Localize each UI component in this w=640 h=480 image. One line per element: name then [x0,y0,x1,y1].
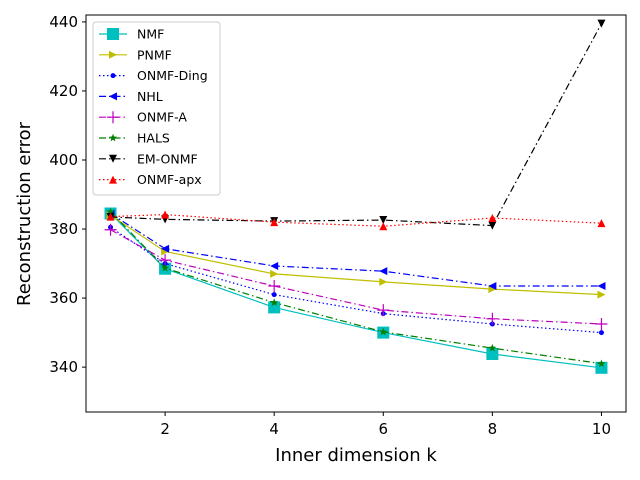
x-tick-label: 8 [488,420,498,438]
legend-marker-pnmf [109,50,117,59]
legend-marker-onmf-a [107,111,119,124]
x-tick-label: 6 [378,420,388,438]
data-point-hals [161,263,170,272]
series-line-onmf-apx [110,213,602,227]
y-tick-label: 340 [49,358,78,376]
data-point-nmf [486,348,499,361]
data-point-onmf-a [486,312,499,325]
data-point-em-onmf [379,216,388,225]
data-point-pnmf [270,269,279,278]
data-point-pnmf [488,285,497,294]
data-point-onmf-ding [271,292,277,298]
data-point-hals [597,359,606,368]
y-tick-label: 380 [49,220,78,238]
data-point-nmf [268,301,281,314]
series-line-em-onmf [110,23,602,227]
data-point-nmf [595,361,608,374]
legend-marker-onmf-ding [110,73,116,79]
legend-box [92,21,221,196]
data-point-onmf-a [104,223,117,236]
series-line-pnmf [110,214,602,296]
data-point-hals [379,327,388,336]
y-tick-label: 440 [49,13,78,31]
legend-marker-onmf-apx [109,175,117,184]
series-onmf-apx [106,210,606,231]
legend-label-pnmf: PNMF [137,47,172,62]
data-point-hals [270,298,279,306]
data-point-pnmf [379,277,388,286]
data-point-onmf-a [377,304,390,317]
y-tick-label: 400 [49,151,78,169]
y-axis-label: Reconstruction error [14,121,35,306]
data-point-onmf-apx [270,218,279,227]
plot-area [85,14,627,413]
axes-layer: 2 4 6 8 10 340 360 380 400 420 440 [49,13,611,438]
series-onmf-a [104,223,608,330]
data-point-nhl [161,244,170,253]
legend-label-onmf-ding: ONMF-Ding [137,68,208,83]
legend-marker-nmf [107,28,119,40]
data-point-onmf-apx [161,210,170,219]
data-point-onmf-apx [597,219,606,228]
data-point-nhl [488,281,497,290]
x-axis-label: Inner dimension k [275,445,437,466]
series-line-hals [110,211,602,365]
data-point-em-onmf [597,19,606,28]
data-point-onmf-a [595,317,608,330]
legend-marker-hals [109,133,117,142]
data-point-hals [488,343,497,352]
legend-marker-em-onmf [109,154,117,163]
legend: NMF PNMF ONMF-Ding NHL ONMF-A HALS EM-ONMF ONMF… [92,21,221,196]
data-point-onmf-apx [488,213,497,222]
series-line-nhl [110,212,602,287]
data-point-nhl [270,261,279,270]
data-point-hals [106,207,115,216]
series-layer [104,19,608,374]
data-point-onmf-ding [598,330,604,336]
data-point-pnmf [597,290,606,299]
data-point-onmf-a [268,279,281,292]
x-tick-label: 10 [592,420,611,438]
series-hals [106,207,606,368]
data-point-onmf-apx [379,222,388,231]
y-tick-label: 360 [49,289,78,307]
y-tick-label: 420 [49,82,78,100]
x-tick-label: 4 [269,420,279,438]
legend-label-nmf: NMF [137,27,164,42]
legend-label-nhl: NHL [137,89,163,104]
legend-marker-nhl [109,92,117,101]
data-point-nhl [597,281,606,290]
legend-label-onmf-apx: ONMF-apx [137,172,202,187]
series-line-nmf [110,213,602,369]
legend-label-hals: HALS [137,131,170,146]
x-tick-label: 2 [160,420,170,438]
series-line-onmf-ding [110,226,602,334]
data-point-onmf-apx [106,212,115,221]
legend-label-em-onmf: EM-ONMF [137,151,198,166]
legend-label-onmf-a: ONMF-A [137,110,187,125]
data-point-em-onmf [488,221,497,230]
data-point-nhl [379,267,388,276]
